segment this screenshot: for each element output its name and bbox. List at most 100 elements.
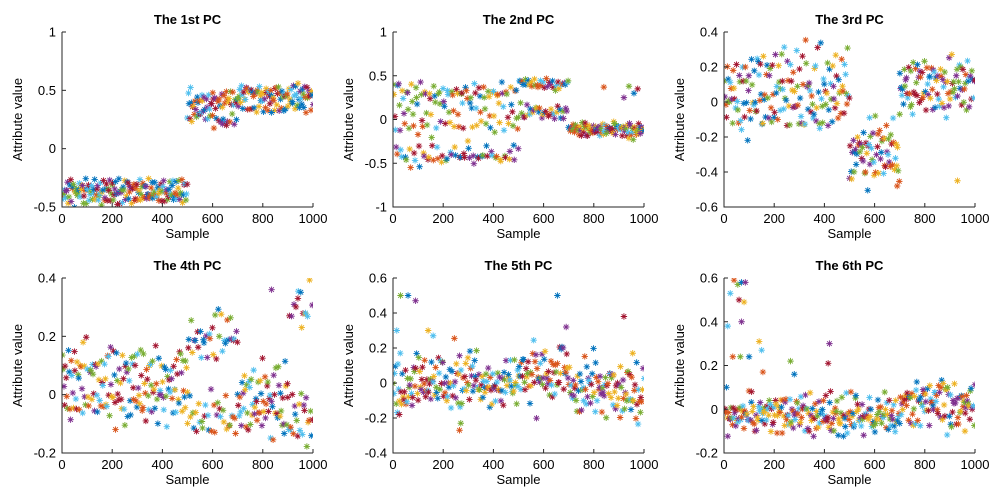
data-point	[773, 89, 780, 97]
data-point	[748, 388, 755, 395]
data-point	[906, 90, 913, 97]
data-point	[602, 374, 609, 381]
data-point	[940, 104, 948, 111]
data-point	[304, 313, 311, 320]
data-point	[256, 83, 263, 90]
data-point	[469, 362, 476, 370]
data-point	[825, 424, 833, 431]
data-point	[954, 177, 961, 184]
data-point	[579, 119, 586, 126]
y-tick-label: 0.2	[369, 341, 387, 356]
data-point	[153, 380, 160, 387]
data-point	[936, 103, 943, 110]
data-point	[592, 359, 599, 366]
data-point	[631, 381, 639, 388]
data-point	[874, 130, 882, 138]
data-point	[765, 114, 773, 122]
data-point	[139, 404, 147, 411]
data-point	[284, 102, 292, 110]
data-point	[505, 371, 512, 378]
data-point	[824, 59, 831, 67]
data-point	[163, 423, 171, 430]
data-point	[213, 411, 221, 419]
data-point	[823, 416, 830, 423]
data-point	[788, 405, 796, 413]
data-point	[780, 412, 787, 420]
data-point	[175, 177, 183, 184]
data-point	[280, 430, 288, 437]
data-point	[168, 375, 175, 382]
data-point	[794, 83, 801, 90]
data-point	[434, 395, 441, 402]
data-point	[868, 156, 876, 163]
data-point	[283, 421, 291, 428]
data-point	[940, 401, 948, 409]
data-point	[397, 350, 404, 357]
data-point	[288, 313, 295, 320]
data-point	[295, 400, 303, 408]
data-point	[555, 379, 563, 386]
data-point	[562, 368, 570, 376]
data-point	[816, 120, 823, 127]
data-point	[595, 126, 602, 133]
data-point	[608, 374, 615, 382]
data-point	[539, 381, 546, 388]
data-point	[966, 416, 974, 423]
data-point	[853, 408, 860, 415]
data-point	[167, 367, 174, 374]
data-point	[814, 44, 821, 51]
scatter-points	[724, 36, 975, 194]
data-point	[114, 201, 121, 207]
data-point	[564, 79, 571, 86]
x-tick-label: 400	[483, 211, 505, 226]
data-point	[633, 401, 641, 408]
data-point	[594, 129, 601, 136]
data-point	[949, 89, 957, 96]
data-point	[304, 419, 312, 426]
data-point	[533, 365, 541, 372]
data-point	[943, 114, 950, 121]
data-point	[239, 105, 246, 112]
data-point	[826, 65, 833, 73]
data-point	[455, 370, 462, 378]
y-tick-label: 0.4	[369, 306, 387, 321]
data-point	[801, 120, 809, 128]
data-point	[507, 83, 514, 91]
data-point	[947, 421, 954, 428]
data-point	[184, 388, 191, 396]
data-point	[234, 95, 241, 102]
data-point	[637, 409, 644, 416]
data-point	[64, 405, 71, 412]
data-point	[897, 411, 905, 418]
data-point	[902, 392, 909, 399]
data-point	[466, 99, 474, 107]
data-point	[522, 81, 530, 88]
x-tick-label: 1000	[961, 457, 990, 472]
data-point	[294, 80, 302, 87]
subplot-title: The 6th PC	[816, 258, 885, 273]
data-point	[63, 187, 70, 195]
data-point	[848, 175, 855, 183]
data-point	[581, 119, 589, 127]
data-point	[240, 88, 247, 96]
data-point	[900, 398, 907, 406]
data-point	[221, 337, 228, 344]
data-point	[160, 406, 167, 413]
data-point	[535, 108, 542, 116]
data-point	[897, 393, 904, 401]
data-point	[791, 416, 799, 423]
data-point	[481, 105, 489, 113]
data-point	[819, 103, 826, 110]
data-point	[83, 334, 90, 341]
data-point	[937, 384, 945, 391]
data-point	[499, 90, 506, 97]
data-point	[441, 389, 449, 397]
data-point	[459, 99, 466, 107]
data-point	[411, 157, 419, 164]
data-point	[912, 386, 920, 394]
data-point	[226, 422, 234, 429]
data-point	[139, 180, 147, 187]
data-point	[160, 177, 167, 184]
data-point	[224, 336, 232, 344]
data-point	[137, 346, 144, 354]
